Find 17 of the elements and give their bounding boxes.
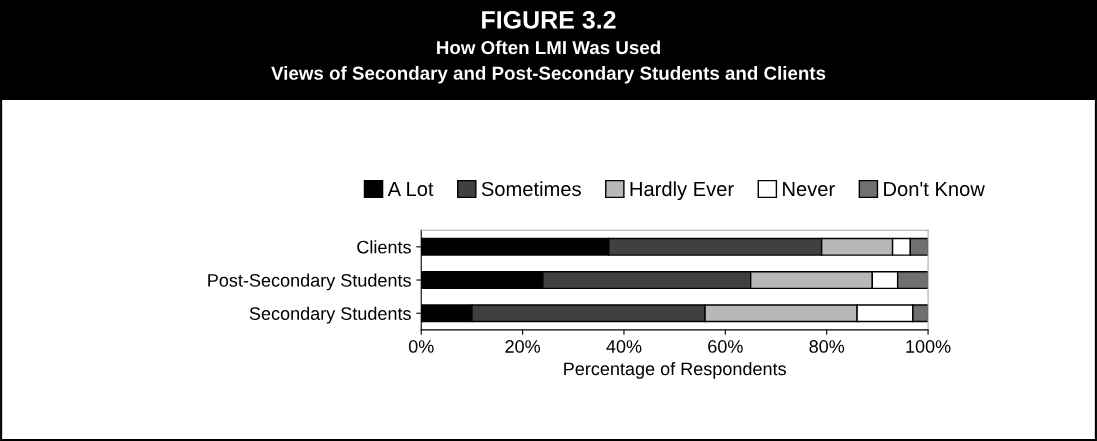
y-tick-label: Secondary Students bbox=[249, 306, 411, 324]
legend-label: Never bbox=[783, 182, 835, 197]
x-axis-title: Percentage of Respondents bbox=[564, 361, 786, 379]
legend-label: Hardly Ever bbox=[630, 181, 734, 201]
y-tick-label: Clients bbox=[357, 240, 411, 254]
chart-subtitle: How Often LMI Was Used Views of Secondary and Post-Secondary Students and Clients bbox=[271, 40, 826, 84]
x-tick-label: 40% bbox=[606, 340, 642, 353]
x-tick-label: 100% bbox=[906, 340, 951, 353]
x-tick-label: 20% bbox=[505, 340, 541, 353]
legend-label: Sometimes bbox=[481, 181, 581, 197]
legend-label: A Lot bbox=[387, 182, 434, 197]
y-tick-label: Post-Secondary Students bbox=[208, 273, 411, 291]
chart-title: FIGURE 3.2 bbox=[482, 11, 616, 29]
x-tick-label: 80% bbox=[809, 340, 845, 353]
x-tick-label: 60% bbox=[708, 340, 743, 353]
x-tick-label: 0% bbox=[408, 340, 434, 353]
legend-label: Don't Know bbox=[884, 182, 985, 197]
